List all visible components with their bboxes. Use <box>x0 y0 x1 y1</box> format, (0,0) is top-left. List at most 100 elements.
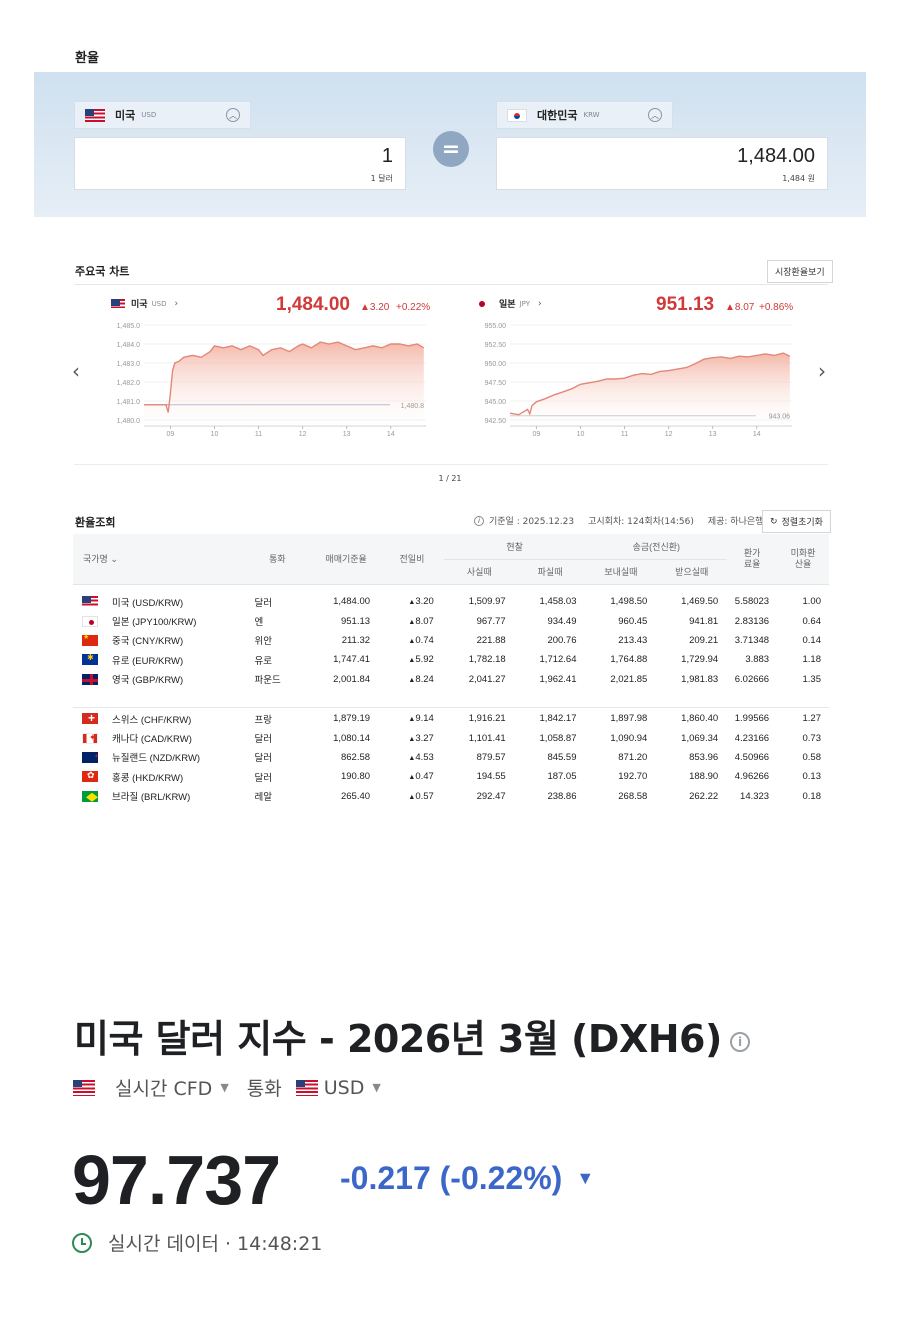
usd-rate-cell: 0.64 <box>802 615 822 627</box>
dxy-time-text: 실시간 데이터 · 14:48:21 <box>108 1233 323 1255</box>
cash-buy-cell: 292.47 <box>476 790 506 802</box>
cash-buy-cell: 1,916.21 <box>468 713 506 725</box>
country-cell[interactable]: 일본 (JPY100/KRW) <box>73 611 243 630</box>
table-row[interactable]: 홍콩 (HKD/KRW) 달러 190.80 ▲0.47 194.55 187.05 192… <box>73 767 829 786</box>
country-cell[interactable]: 스위스 (CHF/KRW) <box>73 709 243 728</box>
wire-recv-cell: 1,981.83 <box>681 673 719 685</box>
x-tick-label: 09 <box>533 431 541 438</box>
y-tick-label: 1,482.0 <box>117 380 140 387</box>
country-cell[interactable]: 홍콩 (HKD/KRW) <box>73 767 243 786</box>
y-tick-label: 1,481.0 <box>117 399 140 406</box>
sort-reset-button[interactable]: ↻ 정렬초기화 <box>762 510 831 533</box>
cash-buy-cell: 1,782.18 <box>468 654 506 666</box>
change-cell: ▲3.27 <box>408 732 434 744</box>
col-usd-rate[interactable]: 미화환산율 <box>777 534 829 585</box>
info-icon[interactable]: i <box>729 1031 750 1052</box>
series-area <box>144 342 424 426</box>
usd-rate-cell: 0.13 <box>802 771 822 783</box>
table-row[interactable]: 캐나다 (CAD/KRW) 달러 1,080.14 ▲3.27 1,101.41 1,05… <box>73 728 829 747</box>
us-flag-icon <box>85 108 105 122</box>
chevron-right-icon[interactable]: › <box>818 359 826 383</box>
col-commission[interactable]: 환가료율 <box>727 534 778 585</box>
base-rate-cell: 951.13 <box>340 615 371 627</box>
chevron-left-icon[interactable]: ‹ <box>72 359 80 383</box>
chevron-up-icon[interactable]: ︿ <box>226 108 240 122</box>
chevron-up-icon[interactable]: ︿ <box>648 108 662 122</box>
table-row[interactable]: 스위스 (CHF/KRW) 프랑 1,879.19 ▲9.14 1,916.21 1,84… <box>73 709 829 728</box>
up-arrow-icon: ▲ <box>408 774 416 782</box>
col-country[interactable]: 국가명 ⌄ <box>73 534 243 585</box>
col-change[interactable]: 전일비 <box>380 534 444 585</box>
change-cell: ▲0.74 <box>408 634 434 646</box>
x-tick-label: 13 <box>343 431 351 438</box>
wire-recv-cell: 1,729.94 <box>681 654 719 666</box>
country-cell[interactable]: 중국 (CNY/KRW) <box>73 631 243 650</box>
to-amount-text: 1,484 원 <box>782 174 815 183</box>
country-cell[interactable]: 뉴질랜드 (NZD/KRW) <box>73 748 243 767</box>
wire-send-cell: 213.43 <box>618 634 648 646</box>
cash-sell-cell: 1,842.17 <box>539 713 577 725</box>
caret-down-icon[interactable]: ▼ <box>220 1081 229 1094</box>
x-tick-label: 10 <box>577 431 585 438</box>
country-cell[interactable]: 미국 (USD/KRW) <box>73 592 243 611</box>
base-rate-cell: 1,747.41 <box>333 654 371 666</box>
table-row[interactable]: 유로 (EUR/KRW) 유로 1,747.41 ▲5.92 1,782.18 1,712… <box>73 650 829 669</box>
to-amount-field[interactable]: 1,484.00 1,484 원 <box>496 137 828 190</box>
series-area <box>510 353 790 426</box>
col-currency[interactable]: 통화 <box>242 534 313 585</box>
base-date: 기준일 : 2025.12.23 <box>489 517 575 527</box>
flag-icon <box>82 711 98 725</box>
converter-title: 환율 <box>75 51 99 66</box>
info-icon[interactable]: i <box>474 515 484 526</box>
col-cash-sell[interactable]: 파실때 <box>514 559 586 585</box>
dxy-change: -0.217 (-0.22%) ▼ <box>340 1160 594 1197</box>
wire-send-cell: 268.58 <box>618 790 648 802</box>
dxy-currency[interactable]: USD <box>323 1076 365 1099</box>
market-rate-button[interactable]: 시장환율보기 <box>767 260 833 283</box>
flag-icon <box>82 751 99 763</box>
from-code: USD <box>141 111 157 119</box>
chart-usd-header[interactable]: 미국 USD › <box>111 297 178 310</box>
to-currency-select[interactable]: 대한민국 KRW ︿ <box>496 101 673 129</box>
col-cash-buy[interactable]: 사실때 <box>443 559 515 585</box>
chart-usd-code: USD <box>151 299 167 308</box>
commission-cell: 1.99566 <box>734 713 770 725</box>
currency-cell: 달러 <box>254 734 273 746</box>
currency-cell: 레알 <box>254 792 273 804</box>
usd-rate-cell: 0.14 <box>802 634 822 646</box>
caret-down-icon: ▼ <box>576 1168 595 1188</box>
table-row[interactable]: 미국 (USD/KRW) 달러 1,484.00 ▲3.20 1,509.97 1,458… <box>73 592 829 611</box>
flag-icon <box>82 673 98 685</box>
table-row[interactable]: 일본 (JPY100/KRW) 엔 951.13 ▲8.07 967.77 934.49 9… <box>73 611 829 630</box>
commission-cell: 14.323 <box>740 790 770 802</box>
table-row[interactable]: 영국 (GBP/KRW) 파운드 2,001.84 ▲8.24 2,041.27 1,96… <box>73 670 829 689</box>
currency-cell: 파운드 <box>254 675 281 687</box>
country-cell[interactable]: 영국 (GBP/KRW) <box>73 670 243 689</box>
charts-title: 주요국 차트 <box>75 265 130 278</box>
usd-rate-cell: 0.73 <box>802 732 822 744</box>
country-cell[interactable]: 캐나다 (CAD/KRW) <box>73 728 243 747</box>
from-currency-select[interactable]: 미국 USD ︿ <box>74 101 251 129</box>
col-wire-recv[interactable]: 받으실때 <box>656 559 728 585</box>
table-row[interactable]: 브라질 (BRL/KRW) 레알 265.40 ▲0.57 292.47 238.86 26… <box>73 787 829 806</box>
country-cell[interactable]: 브라질 (BRL/KRW) <box>73 787 243 806</box>
cash-sell-cell: 1,058.87 <box>539 732 577 744</box>
col-base-rate[interactable]: 매매기준율 <box>312 534 381 585</box>
chart-pager: 1 / 21 <box>438 474 462 483</box>
table-row[interactable]: 중국 (CNY/KRW) 위안 211.32 ▲0.74 221.88 200.76 213… <box>73 631 829 650</box>
chart-jpy-header[interactable]: 일본 JPY › <box>479 297 542 310</box>
dxy-title: 미국 달러 지수 - 2026년 3월 (DXH6) i <box>74 1008 750 1063</box>
caret-down-icon[interactable]: ▼ <box>372 1081 381 1094</box>
cash-sell-cell: 845.59 <box>547 751 577 763</box>
country-cell[interactable]: 유로 (EUR/KRW) <box>73 650 243 669</box>
col-wire-send[interactable]: 보내실때 <box>585 559 657 585</box>
base-rate-cell: 265.40 <box>340 790 371 802</box>
chart-usd-change: ▲3.20 <box>360 302 390 313</box>
dxy-change-text: -0.217 (-0.22%) <box>340 1160 563 1196</box>
y-tick-label: 955.00 <box>485 323 507 330</box>
from-amount-field[interactable]: 1 1 달러 <box>74 137 406 190</box>
table-row[interactable]: 뉴질랜드 (NZD/KRW) 달러 862.58 ▲4.53 879.57 845.59 8… <box>73 748 829 767</box>
dxy-source[interactable]: 실시간 CFD <box>115 1078 213 1100</box>
flag-icon <box>82 615 98 627</box>
base-rate-cell: 2,001.84 <box>333 673 371 685</box>
